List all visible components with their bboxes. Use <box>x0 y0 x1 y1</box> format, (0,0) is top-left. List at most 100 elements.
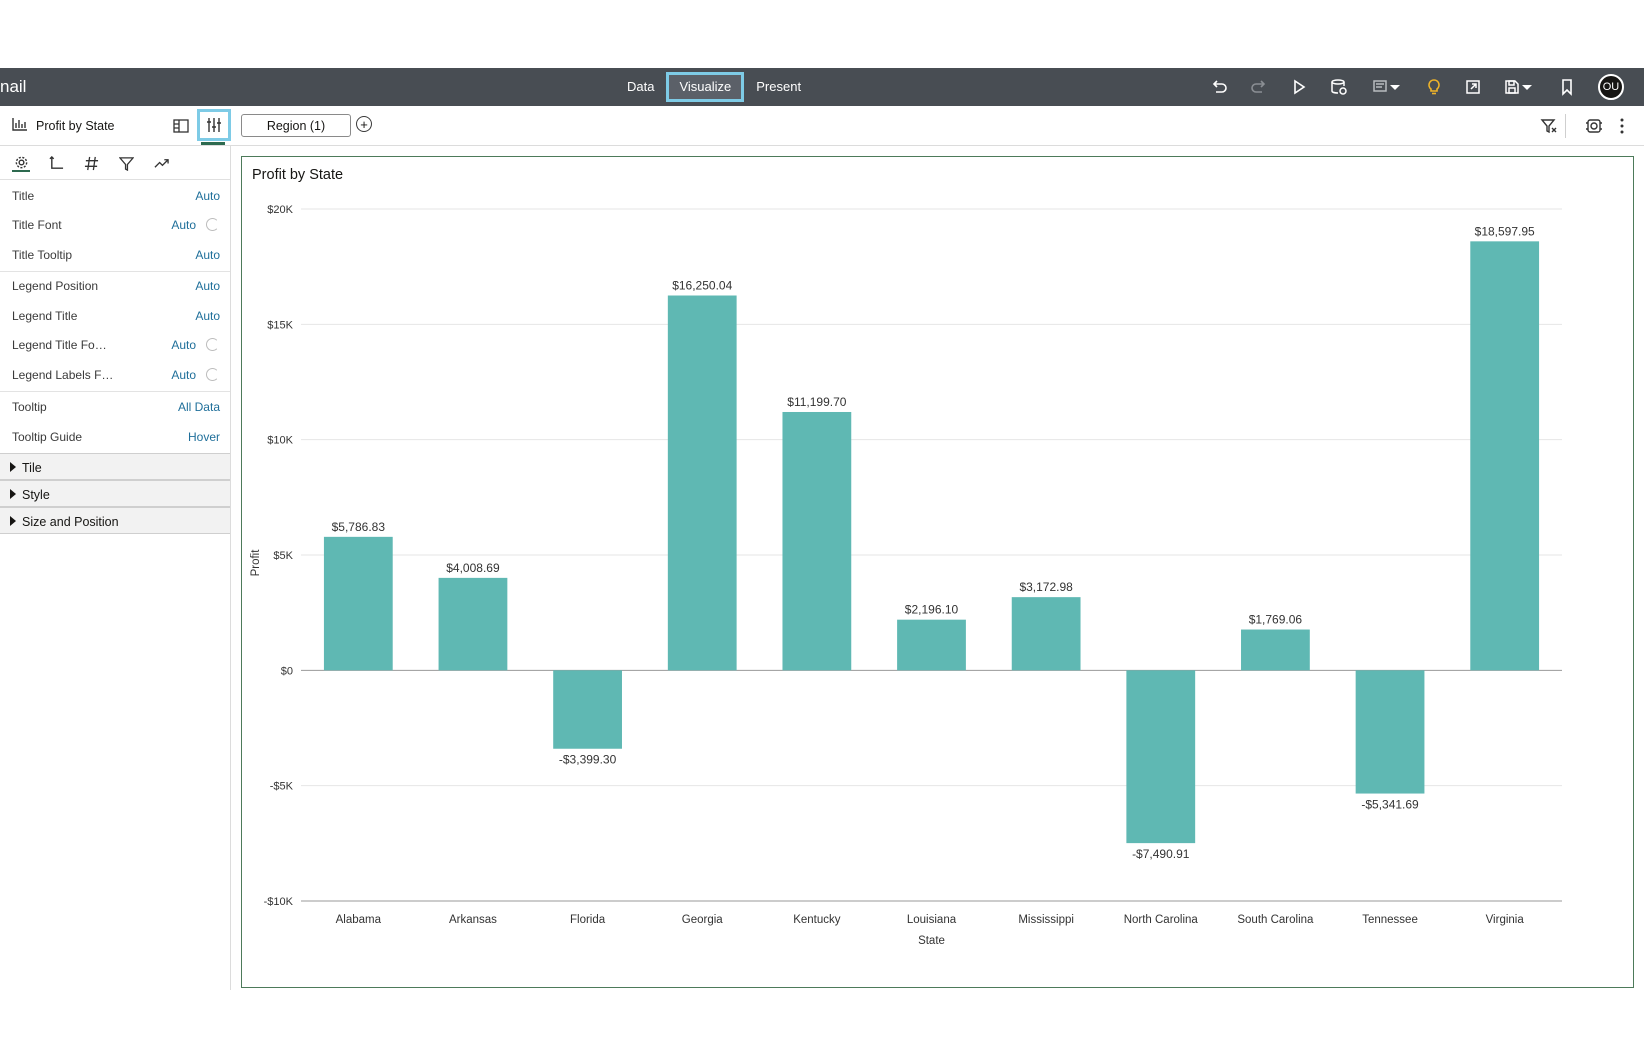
data-label: $5,786.83 <box>332 520 386 534</box>
play-icon[interactable] <box>1289 77 1309 97</box>
row-divider <box>0 271 230 272</box>
section-label: Style <box>22 488 50 502</box>
data-label: -$5,341.69 <box>1361 798 1419 812</box>
chevron-down-icon[interactable] <box>1388 77 1402 97</box>
general-settings-gear-icon[interactable] <box>12 154 30 172</box>
x-tick-label: Mississippi <box>1018 914 1074 926</box>
bookmark-icon[interactable] <box>1557 77 1577 97</box>
prop-value[interactable]: Auto <box>171 338 196 352</box>
undo-icon[interactable] <box>1209 77 1229 97</box>
reset-icon[interactable] <box>206 368 219 381</box>
values-hash-icon[interactable] <box>82 154 100 172</box>
prop-row-legend-title-font[interactable]: Legend Title Fo… Auto <box>0 330 230 360</box>
data-label: $11,199.70 <box>787 395 846 409</box>
properties-panel-icon[interactable] <box>197 109 231 141</box>
bar[interactable] <box>897 619 966 671</box>
x-tick-label: North Carolina <box>1124 914 1199 926</box>
autoinsights-icon[interactable] <box>1585 117 1603 135</box>
y-axis-title: Profit <box>250 549 262 577</box>
section-tile[interactable]: Tile <box>0 453 230 480</box>
prop-row-tooltip-guide[interactable]: Tooltip Guide Hover <box>0 422 230 452</box>
bar[interactable] <box>1470 241 1540 671</box>
prop-label: Title <box>12 189 35 203</box>
section-size-and-position[interactable]: Size and Position <box>0 507 230 534</box>
expand-triangle-icon <box>10 462 16 472</box>
data-label: $16,250.04 <box>672 278 732 292</box>
bar[interactable] <box>553 670 622 749</box>
mode-present-tab[interactable]: Present <box>756 79 802 94</box>
prop-row-title-font[interactable]: Title Font Auto <box>0 210 230 240</box>
prop-row-title[interactable]: Title Auto <box>0 181 230 211</box>
narrate-icon[interactable] <box>1371 77 1391 97</box>
insights-lightbulb-icon[interactable] <box>1424 77 1444 97</box>
x-tick-label: Tennessee <box>1362 914 1418 926</box>
redo-icon[interactable] <box>1249 77 1269 97</box>
bar[interactable] <box>1126 670 1196 844</box>
prop-value[interactable]: Hover <box>187 430 220 444</box>
analytics-trend-icon[interactable] <box>152 154 170 172</box>
prop-value[interactable]: Auto <box>195 309 220 323</box>
viz-selector[interactable]: Profit by State <box>12 117 115 134</box>
filter-icon[interactable] <box>117 154 135 172</box>
export-icon[interactable] <box>1463 77 1483 97</box>
expand-triangle-icon <box>10 516 16 526</box>
prop-value[interactable]: Auto <box>195 189 220 203</box>
mode-visualize-tab[interactable]: Visualize <box>666 72 745 102</box>
filter-clear-icon[interactable] <box>1540 117 1558 135</box>
x-tick-label: Kentucky <box>793 914 841 926</box>
canvas-tab[interactable]: Region (1) <box>241 114 351 137</box>
x-tick-label: Arkansas <box>449 914 497 926</box>
x-tick-label: Louisiana <box>907 914 957 926</box>
more-options-icon[interactable] <box>1613 117 1631 135</box>
x-tick-label: Virginia <box>1486 914 1525 926</box>
prop-row-legend-title[interactable]: Legend Title Auto <box>0 301 230 331</box>
bar[interactable] <box>782 411 852 671</box>
data-label: -$7,490.91 <box>1132 847 1190 861</box>
prop-value[interactable]: Auto <box>195 248 220 262</box>
prop-row-title-tooltip[interactable]: Title Tooltip Auto <box>0 240 230 270</box>
user-avatar[interactable]: OU <box>1598 74 1624 100</box>
prop-label: Legend Position <box>12 279 99 293</box>
x-tick-label: Georgia <box>682 914 724 926</box>
properties-panel: Title Auto Title Font Auto Title Tooltip… <box>0 146 231 990</box>
visualization-canvas[interactable]: -$10K -$5K $0 $5K $10K $15K $20K $5,786.83 Alaba… <box>241 156 1634 988</box>
bar[interactable] <box>667 295 737 671</box>
add-canvas-icon[interactable]: + <box>356 116 372 132</box>
prop-value[interactable]: Auto <box>171 218 196 232</box>
prop-row-legend-position[interactable]: Legend Position Auto <box>0 271 230 301</box>
mode-data-tab[interactable]: Data <box>627 79 655 94</box>
bar[interactable] <box>438 577 508 671</box>
data-refresh-icon[interactable] <box>1329 77 1349 97</box>
x-axis-title: State <box>918 935 945 947</box>
prop-label: Title Font <box>12 218 62 232</box>
reset-icon[interactable] <box>206 218 219 231</box>
axis-icon[interactable] <box>47 154 65 172</box>
active-panel-indicator <box>201 142 225 145</box>
x-tick-label: Alabama <box>336 914 382 926</box>
save-icon[interactable] <box>1502 77 1522 97</box>
reset-icon[interactable] <box>206 338 219 351</box>
prop-value[interactable]: Auto <box>171 368 196 382</box>
prop-row-legend-labels-font[interactable]: Legend Labels F… Auto <box>0 360 230 390</box>
y-tick-label: $15K <box>267 319 293 331</box>
layout-panel-icon[interactable] <box>169 115 193 137</box>
data-label: $1,769.06 <box>1249 613 1303 627</box>
row-divider <box>0 391 230 392</box>
prop-value[interactable]: Auto <box>195 279 220 293</box>
save-menu-chevron-icon[interactable] <box>1520 77 1534 97</box>
chart-title: Profit by State <box>252 167 344 183</box>
properties-tabs <box>12 154 170 172</box>
prop-label: Legend Title <box>12 309 78 323</box>
prop-value[interactable]: All Data <box>177 400 220 414</box>
section-style[interactable]: Style <box>0 480 230 507</box>
tabs-divider <box>0 179 230 180</box>
bar[interactable] <box>1241 629 1310 671</box>
bar[interactable] <box>1355 670 1425 794</box>
bar[interactable] <box>1011 597 1081 671</box>
section-label: Tile <box>22 461 42 475</box>
expand-triangle-icon <box>10 489 16 499</box>
data-label: -$3,399.30 <box>559 753 617 767</box>
bar-chart[interactable]: -$10K -$5K $0 $5K $10K $15K $20K $5,786.83 Alaba… <box>242 157 1633 987</box>
prop-row-tooltip[interactable]: Tooltip All Data <box>0 392 230 422</box>
bar[interactable] <box>323 536 393 671</box>
